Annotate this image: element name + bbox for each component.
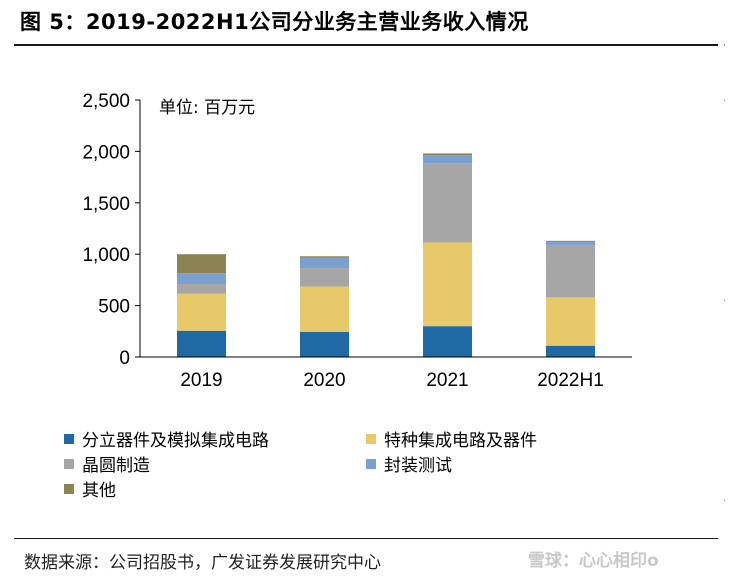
y-tick-label: 500 [98, 297, 130, 318]
legend-swatch [64, 483, 74, 494]
bar-segment [177, 284, 226, 294]
right-edge-mark [724, 300, 725, 301]
legend-swatch [366, 433, 376, 444]
title-divider [14, 44, 718, 46]
legend-label: 晶圆制造 [82, 456, 150, 476]
y-tick-label: 0 [119, 348, 130, 369]
y-tick-label: 2,000 [82, 142, 130, 163]
bar-segment [546, 241, 595, 245]
unit-note: 单位: 百万元 [159, 98, 255, 118]
bar-segment [177, 293, 226, 331]
bar-segment [423, 154, 472, 164]
bar-segment [300, 331, 349, 357]
bar-segment [300, 256, 349, 258]
legend-swatch [64, 433, 74, 444]
bar-segment [177, 254, 226, 274]
bar-segment [546, 240, 595, 242]
source-note: 数据来源：公司招股书，广发证券发展研究中心 [24, 553, 381, 573]
x-tick-label: 2020 [303, 370, 345, 391]
y-axis-ticks: 0 500 1,000 1,500 2,000 2,500 [82, 91, 140, 369]
right-edge-mark [724, 100, 725, 101]
footer-divider [14, 538, 718, 539]
bar-segment [423, 163, 472, 243]
legend-item: 其他 [64, 476, 116, 501]
bar-segment [177, 330, 226, 357]
stacked-bar-chart: 0 500 1,000 1,500 2,000 2,500 2019 2020 2021 202… [82, 91, 632, 391]
chart-legend: 分立器件及模拟集成电路 特种集成电路及器件晶圆制造 封装测试其他 [64, 426, 664, 516]
legend-item: 封装测试 [366, 451, 452, 476]
bar-segment [546, 244, 595, 298]
legend-item: 晶圆制造 [64, 451, 150, 476]
bar-segment [423, 242, 472, 327]
watermark-text: 雪球：心心相印o [528, 551, 659, 571]
y-tick-label: 1,000 [82, 245, 130, 266]
right-edge-mark [724, 500, 725, 501]
bar-segment [546, 345, 595, 357]
x-tick-label: 2021 [426, 370, 468, 391]
legend-label: 封装测试 [384, 456, 452, 476]
bar-stacks [177, 153, 595, 357]
chart-title: 图 5：2019-2022H1公司分业务主营业务收入情况 [20, 10, 529, 34]
bar-segment [300, 268, 349, 287]
legend-label: 特种集成电路及器件 [384, 431, 537, 451]
legend-label: 其他 [82, 481, 116, 501]
x-axis-labels: 2019 2020 2021 2022H1 [180, 370, 603, 391]
bar-segment [423, 326, 472, 357]
x-tick-label: 2022H1 [537, 370, 604, 391]
legend-swatch [366, 458, 376, 469]
x-tick-label: 2019 [180, 370, 222, 391]
bar-segment [546, 297, 595, 346]
y-tick-label: 2,500 [82, 91, 130, 112]
y-tick-label: 1,500 [82, 194, 130, 215]
bar-segment [300, 257, 349, 269]
bar-segment [423, 153, 472, 155]
legend-item: 特种集成电路及器件 [366, 426, 537, 451]
legend-swatch [64, 458, 74, 469]
legend-item: 分立器件及模拟集成电路 [64, 426, 269, 451]
legend-label: 分立器件及模拟集成电路 [82, 431, 269, 451]
right-edge-mark [724, 44, 725, 46]
bar-segment [300, 286, 349, 332]
bar-segment [177, 273, 226, 285]
